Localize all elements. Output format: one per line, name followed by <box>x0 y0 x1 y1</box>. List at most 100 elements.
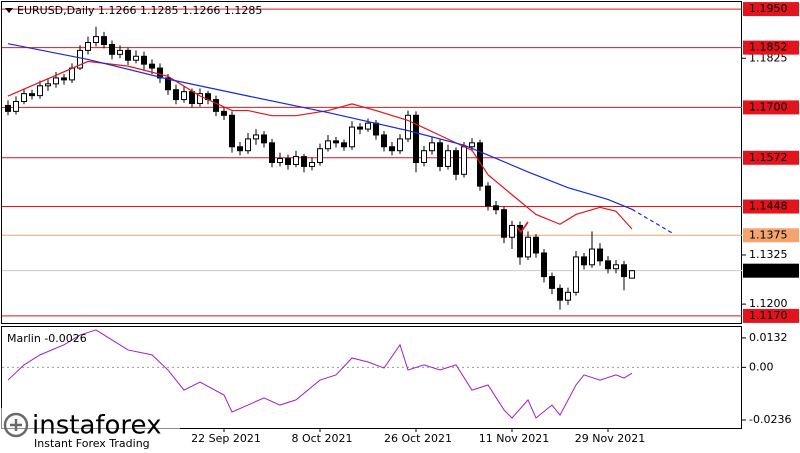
candle-body <box>413 114 419 164</box>
candle-body <box>85 42 91 51</box>
candle-body <box>469 142 475 148</box>
candle-body <box>501 209 507 238</box>
candle-body <box>605 260 611 270</box>
level-label: 1.1700 <box>749 100 788 113</box>
watermark: instaforex Instant Forex Trading <box>0 408 180 453</box>
candle-body <box>69 67 75 81</box>
candle-body <box>613 264 619 270</box>
candle-body <box>357 126 363 130</box>
candle-body <box>549 276 555 289</box>
candle-body <box>37 85 43 97</box>
moving-average <box>631 208 673 234</box>
candle-body <box>453 150 459 175</box>
candle-body <box>21 93 27 103</box>
x-tick-label: 8 Oct 2021 <box>291 432 352 445</box>
candle-body <box>237 146 243 152</box>
watermark-tagline: Instant Forex Trading <box>34 437 150 450</box>
x-tick-label: 29 Nov 2021 <box>575 432 645 445</box>
candle-body <box>93 36 99 44</box>
y-tick-label: 1.1200 <box>749 297 788 310</box>
candle-body <box>221 110 227 116</box>
candle-body <box>133 55 139 61</box>
level-label-box <box>743 2 799 17</box>
candle-body <box>149 63 155 69</box>
candle-body <box>117 49 123 55</box>
candle-body <box>13 101 19 112</box>
y-tick-label: 0.00 <box>749 360 774 373</box>
level-label-box <box>743 228 799 243</box>
chart-title: EURUSD,Daily 1.1266 1.1285 1.1266 1.1285 <box>17 4 262 17</box>
candle-body <box>373 122 379 136</box>
level-label-box <box>743 150 799 165</box>
indicator-label: Marlin -0.0026 <box>7 332 87 345</box>
indicator-panel <box>1 326 742 429</box>
candle-body <box>429 142 435 152</box>
x-tick-label: 11 Nov 2021 <box>479 432 549 445</box>
candle-body <box>389 146 395 152</box>
candle-body <box>557 287 563 301</box>
current-price-box <box>743 263 799 278</box>
labels-layer: EURUSD,Daily 1.1266 1.1285 1.1266 1.1285… <box>5 2 799 445</box>
candle-body <box>317 148 323 163</box>
candle-body <box>589 248 595 266</box>
candle-body <box>253 134 259 140</box>
candle-body <box>101 36 107 45</box>
candle-body <box>477 142 483 187</box>
candle-body <box>109 43 115 55</box>
current-price-label: 1.1285 <box>749 264 788 277</box>
candle-body <box>141 55 147 65</box>
level-label: 1.1375 <box>749 228 788 241</box>
candle-body <box>445 150 451 167</box>
candle-body <box>29 93 35 97</box>
indicator-line <box>7 329 633 419</box>
candle-body <box>77 49 83 69</box>
moving-average <box>7 43 633 210</box>
level-label: 1.1572 <box>749 151 788 164</box>
y-tick-label: 0.0132 <box>749 331 788 344</box>
candle-body <box>197 93 203 104</box>
level-label: 1.1852 <box>749 41 788 54</box>
candle-body <box>421 150 427 164</box>
candle-body <box>301 156 307 167</box>
candle-body <box>213 99 219 112</box>
candle-body <box>53 77 59 85</box>
watermark-icon-cross <box>10 419 22 431</box>
level-label: 1.1950 <box>749 2 788 15</box>
candle-body <box>285 158 291 165</box>
candle-body <box>581 256 587 266</box>
x-tick-label: 26 Oct 2021 <box>384 432 452 445</box>
candle-body <box>493 205 499 211</box>
candle-body <box>333 140 339 144</box>
candle-body <box>629 270 635 279</box>
candle-body <box>293 156 299 165</box>
candle-body <box>597 248 603 262</box>
candle-body <box>405 114 411 140</box>
level-label-box <box>743 40 799 55</box>
candle-body <box>261 134 267 144</box>
candle-body <box>165 77 171 91</box>
candle-body <box>245 138 251 152</box>
level-label: 1.1448 <box>749 200 788 213</box>
candle-body <box>461 146 467 175</box>
candle-body <box>517 224 523 258</box>
watermark-brand: instaforex <box>32 411 161 441</box>
candle-body <box>349 126 355 148</box>
candle-body <box>365 122 371 130</box>
candle-body <box>397 138 403 152</box>
candle-body <box>181 91 187 101</box>
signal-check <box>516 221 529 234</box>
candle-body <box>229 114 235 148</box>
candle-body <box>541 252 547 278</box>
level-label-box <box>743 100 799 115</box>
y-tick-label: -0.0236 <box>749 413 791 426</box>
x-tick-label: 22 Sep 2021 <box>191 432 261 445</box>
candle-body <box>341 142 347 148</box>
panels <box>1 1 742 429</box>
watermark-bg <box>0 408 180 453</box>
candle-body <box>277 158 283 164</box>
candle-body <box>5 104 11 112</box>
candle-body <box>381 134 387 148</box>
candle-body <box>157 67 163 79</box>
